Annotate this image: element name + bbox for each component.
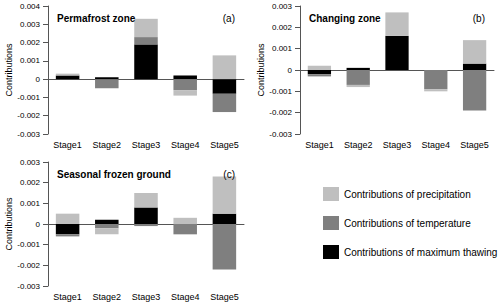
svg-text:Seasonal frozen ground: Seasonal frozen ground — [57, 169, 171, 180]
svg-text:0.003: 0.003 — [272, 2, 293, 11]
svg-text:Permafrost zone: Permafrost zone — [57, 13, 136, 24]
svg-text:Stage3: Stage3 — [132, 140, 161, 150]
svg-text:Stage1: Stage1 — [53, 140, 82, 150]
svg-text:-0.002: -0.002 — [17, 111, 40, 120]
svg-text:0.002: 0.002 — [272, 23, 293, 32]
svg-text:Changing zone: Changing zone — [309, 13, 381, 24]
svg-text:Contributions of precipitation: Contributions of precipitation — [344, 189, 471, 200]
svg-text:Stage4: Stage4 — [422, 140, 451, 150]
svg-text:-0.003: -0.003 — [269, 130, 292, 139]
svg-text:0.002: 0.002 — [20, 38, 41, 47]
svg-text:0.001: 0.001 — [20, 199, 41, 208]
svg-text:0: 0 — [36, 220, 41, 229]
svg-text:-0.002: -0.002 — [269, 108, 292, 117]
svg-text:-0.001: -0.001 — [269, 87, 292, 96]
svg-text:Stage1: Stage1 — [305, 140, 334, 150]
svg-text:0.001: 0.001 — [20, 56, 41, 65]
svg-text:(c): (c) — [223, 169, 235, 180]
svg-text:-0.002: -0.002 — [17, 261, 40, 270]
svg-text:-0.003: -0.003 — [17, 130, 40, 139]
svg-text:0.002: 0.002 — [20, 178, 41, 187]
svg-text:(a): (a) — [223, 13, 235, 24]
svg-text:Stage3: Stage3 — [132, 292, 161, 302]
svg-text:0: 0 — [36, 75, 41, 84]
svg-text:Stage1: Stage1 — [53, 292, 82, 302]
svg-text:Stage4: Stage4 — [171, 292, 200, 302]
svg-text:0.004: 0.004 — [20, 2, 41, 11]
svg-text:-0.001: -0.001 — [17, 93, 40, 102]
svg-text:Stage4: Stage4 — [171, 140, 200, 150]
svg-text:Contributions of maximum thawi: Contributions of maximum thawing depth — [344, 247, 500, 258]
svg-text:(b): (b) — [473, 13, 485, 24]
svg-text:Stage5: Stage5 — [210, 140, 239, 150]
svg-text:Stage5: Stage5 — [210, 292, 239, 302]
svg-text:Stage3: Stage3 — [383, 140, 412, 150]
svg-text:0: 0 — [288, 66, 293, 75]
svg-text:Stage2: Stage2 — [93, 140, 122, 150]
svg-text:0.003: 0.003 — [20, 158, 41, 167]
svg-text:Stage5: Stage5 — [460, 140, 489, 150]
svg-text:Contributions: Contributions — [4, 197, 14, 251]
svg-text:Contributions: Contributions — [256, 43, 266, 97]
svg-text:Contributions of temperature: Contributions of temperature — [344, 218, 471, 229]
svg-text:0.003: 0.003 — [20, 20, 41, 29]
svg-text:Stage2: Stage2 — [93, 292, 122, 302]
svg-text:Stage2: Stage2 — [344, 140, 373, 150]
svg-text:-0.001: -0.001 — [17, 240, 40, 249]
svg-text:Contributions: Contributions — [4, 43, 14, 97]
svg-text:-0.003: -0.003 — [17, 282, 40, 291]
svg-text:0.001: 0.001 — [272, 44, 293, 53]
